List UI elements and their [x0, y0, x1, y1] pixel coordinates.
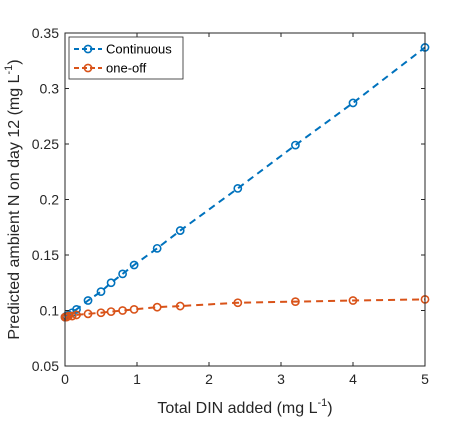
data-point: [152, 243, 162, 253]
y-tick-label: 0.3: [40, 81, 60, 97]
data-point: [129, 260, 139, 270]
data-point: [290, 140, 300, 150]
plot-background: [65, 33, 425, 366]
data-point: [348, 98, 358, 108]
x-tick-label: 5: [421, 371, 429, 387]
legend: Continuous one-off: [68, 36, 184, 80]
legend-item: Continuous: [74, 42, 172, 57]
y-tick-label: 0.25: [32, 136, 59, 152]
data-point: [152, 302, 162, 312]
x-axis-label: Total DIN added (mg L-1): [157, 397, 332, 417]
x-tick-label: 1: [133, 371, 141, 387]
axes-layer: 0 1 2 3 4 5 0.05 0.1 0.15 0.2 0.25 0.3 0.35: [32, 25, 429, 387]
x-tick-label: 4: [349, 371, 357, 387]
data-point: [83, 309, 93, 319]
data-point: [118, 306, 127, 315]
data-point: [233, 298, 243, 308]
legend-label: Continuous: [106, 42, 172, 57]
data-point: [96, 308, 106, 318]
data-point: [290, 297, 300, 307]
y-tick-label: 0.1: [40, 303, 60, 319]
y-tick-label: 0.05: [32, 358, 59, 374]
data-point: [72, 304, 81, 314]
data-point: [233, 183, 243, 193]
legend-marker: [83, 63, 93, 73]
series-one-off: [60, 294, 430, 322]
series-line: [64, 46, 426, 318]
legend-marker: [83, 44, 93, 54]
y-tick-label: 0.35: [32, 25, 59, 41]
data-point: [175, 301, 185, 311]
data-point: [175, 226, 185, 235]
data-point: [106, 307, 116, 317]
y-axis-label: Predicted ambient N on day 12 (mg L-1): [3, 59, 23, 339]
series-layer: [60, 43, 430, 322]
y-tick-label: 0.2: [40, 192, 60, 208]
legend-label: one-off: [106, 61, 147, 76]
y-tick-label: 0.15: [32, 247, 59, 263]
data-point: [96, 287, 106, 297]
x-tick-label: 0: [61, 371, 69, 387]
data-point: [129, 304, 139, 314]
plot-area: [65, 33, 425, 366]
data-point: [106, 278, 116, 288]
x-tick-label: 3: [277, 371, 285, 387]
data-point: [67, 311, 77, 321]
x-tick-label: 2: [205, 371, 213, 387]
data-point: [348, 296, 358, 305]
legend-item: one-off: [74, 61, 147, 76]
data-point: [83, 296, 93, 305]
data-point: [118, 269, 127, 279]
data-point: [72, 310, 81, 320]
